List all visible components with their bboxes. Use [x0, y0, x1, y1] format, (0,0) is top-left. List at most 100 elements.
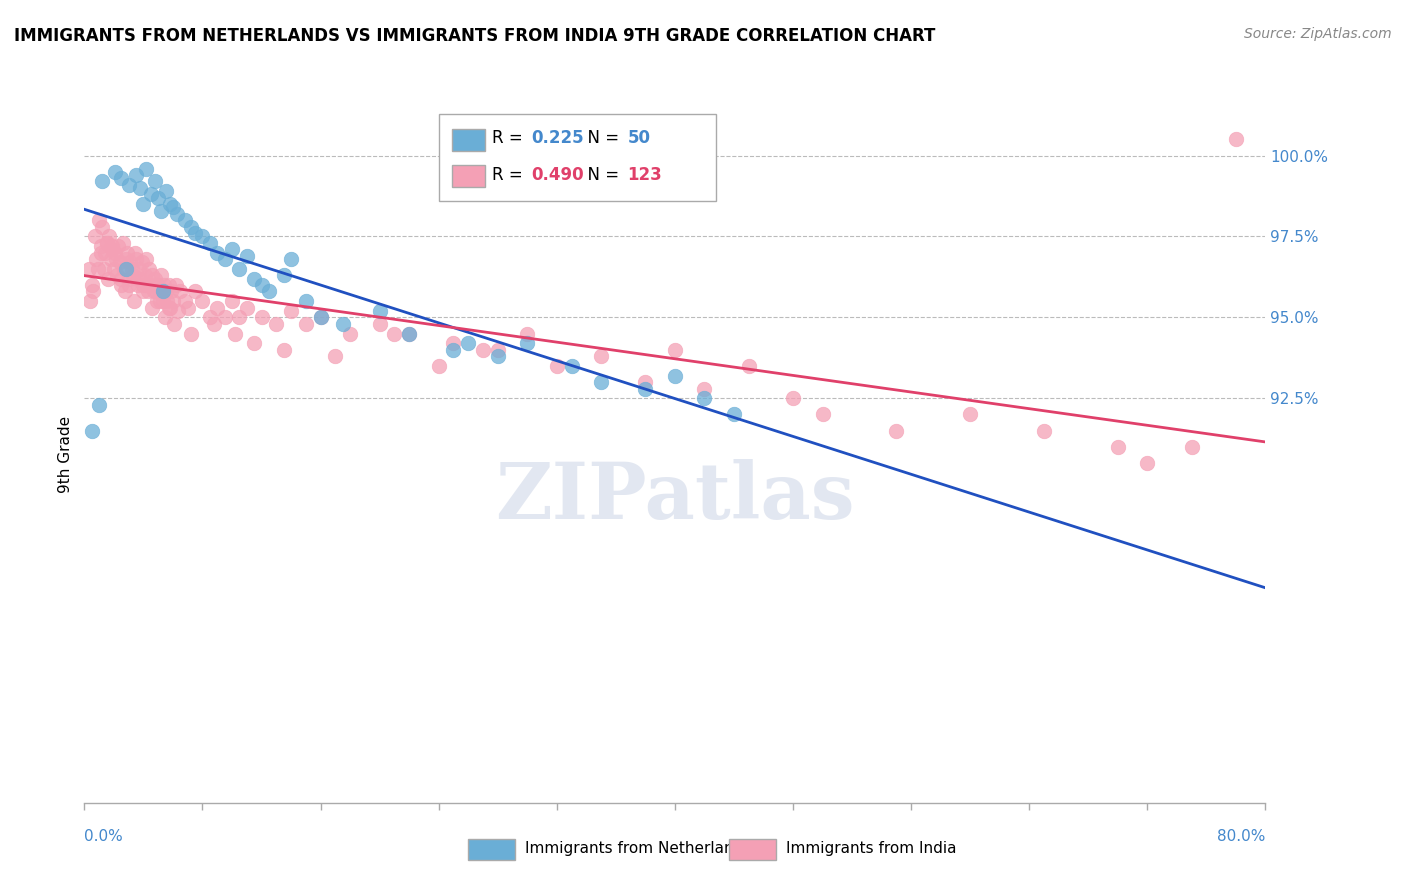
Point	[156, 294, 179, 309]
Point	[273, 343, 295, 357]
Point	[339, 326, 361, 341]
Point	[84, 252, 107, 267]
Point	[166, 207, 188, 221]
Point	[457, 336, 479, 351]
Point	[368, 317, 391, 331]
Point	[87, 213, 111, 227]
Point	[221, 294, 243, 309]
Point	[115, 245, 138, 260]
Point	[159, 197, 181, 211]
Point	[235, 301, 259, 315]
Point	[959, 408, 981, 422]
Point	[141, 301, 163, 315]
Point	[136, 285, 159, 299]
Point	[427, 359, 450, 373]
Point	[693, 382, 716, 396]
Point	[96, 235, 118, 250]
Text: 0.490: 0.490	[531, 166, 583, 184]
Point	[198, 235, 221, 250]
Point	[79, 294, 101, 309]
Point	[235, 249, 259, 263]
Point	[152, 294, 174, 309]
Point	[162, 200, 184, 214]
Point	[180, 219, 202, 234]
Point	[152, 285, 174, 299]
Point	[129, 181, 152, 195]
Point	[132, 197, 155, 211]
Text: IMMIGRANTS FROM NETHERLANDS VS IMMIGRANTS FROM INDIA 9TH GRADE CORRELATION CHART: IMMIGRANTS FROM NETHERLANDS VS IMMIGRANT…	[14, 27, 935, 45]
Point	[131, 255, 153, 269]
Point	[159, 301, 181, 315]
Point	[96, 235, 118, 250]
Point	[173, 294, 195, 309]
Point	[560, 359, 583, 373]
Point	[125, 252, 148, 267]
Point	[634, 382, 657, 396]
Point	[105, 268, 128, 283]
Point	[693, 392, 716, 406]
Point	[80, 278, 103, 293]
Point	[153, 278, 176, 293]
Point	[546, 359, 568, 373]
Point	[368, 304, 391, 318]
Text: R =: R =	[492, 166, 527, 184]
Point	[162, 294, 184, 309]
Point	[114, 261, 136, 276]
Y-axis label: 9th Grade: 9th Grade	[58, 417, 73, 493]
Point	[128, 261, 150, 276]
Point	[169, 285, 191, 299]
Point	[143, 174, 166, 188]
Point	[142, 285, 165, 299]
Point	[398, 326, 420, 341]
Point	[273, 268, 295, 283]
Text: 123: 123	[627, 166, 662, 184]
Point	[280, 304, 302, 318]
Point	[180, 326, 202, 341]
Point	[202, 317, 225, 331]
Point	[221, 243, 243, 257]
Point	[91, 219, 114, 234]
Point	[205, 301, 228, 315]
Point	[150, 203, 173, 218]
Point	[125, 168, 148, 182]
Point	[122, 294, 145, 309]
Point	[1032, 424, 1054, 438]
Point	[398, 326, 420, 341]
Point	[94, 245, 117, 260]
FancyBboxPatch shape	[730, 839, 776, 860]
Point	[131, 285, 153, 299]
Point	[1225, 132, 1247, 146]
Point	[110, 271, 132, 285]
Point	[143, 271, 166, 285]
Point	[127, 278, 149, 293]
Point	[153, 310, 176, 325]
Point	[149, 285, 172, 299]
Point	[83, 229, 105, 244]
Point	[138, 261, 160, 276]
Point	[224, 326, 246, 341]
Text: N =: N =	[576, 166, 624, 184]
Point	[886, 424, 908, 438]
Point	[738, 359, 761, 373]
Point	[782, 392, 804, 406]
Point	[105, 252, 128, 267]
Point	[100, 239, 122, 253]
Point	[309, 310, 332, 325]
FancyBboxPatch shape	[451, 128, 485, 151]
Point	[664, 368, 686, 383]
Point	[160, 285, 183, 299]
Point	[127, 271, 149, 285]
Point	[149, 294, 172, 309]
Point	[80, 424, 103, 438]
Point	[157, 301, 180, 315]
Point	[177, 301, 200, 315]
Point	[1107, 440, 1129, 454]
Point	[723, 408, 745, 422]
Text: Source: ZipAtlas.com: Source: ZipAtlas.com	[1244, 27, 1392, 41]
Point	[280, 252, 302, 267]
Point	[136, 278, 159, 293]
Point	[157, 278, 180, 293]
Point	[516, 336, 538, 351]
Point	[591, 375, 613, 389]
Point	[198, 310, 221, 325]
